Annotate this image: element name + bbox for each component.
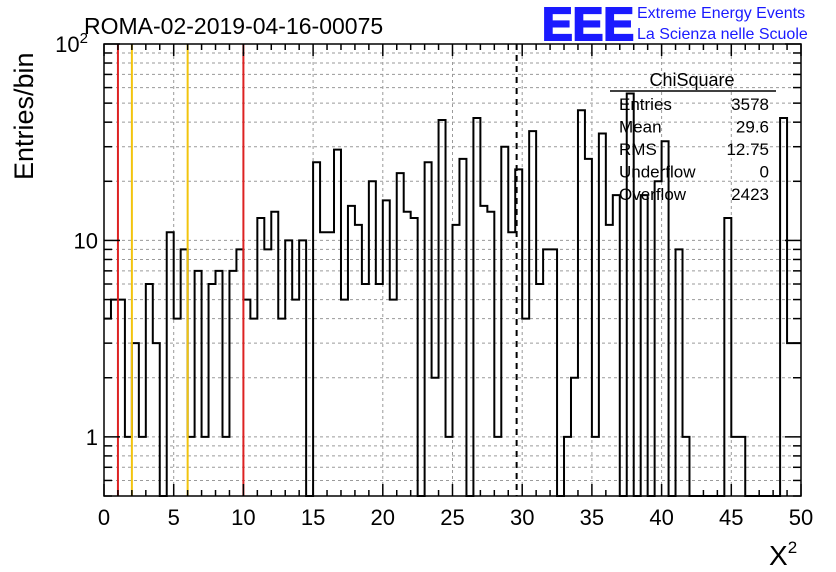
stats-title: ChiSquare bbox=[649, 70, 734, 90]
stats-value: 2423 bbox=[731, 185, 769, 204]
stats-value: 29.6 bbox=[736, 118, 769, 137]
logo-line-1: Extreme Energy Events bbox=[637, 5, 805, 22]
x-tick-label: 0 bbox=[98, 505, 110, 530]
x-tick-label: 20 bbox=[371, 505, 395, 530]
y-tick-label: 1 bbox=[86, 425, 98, 450]
x-tick-label: 40 bbox=[649, 505, 673, 530]
stats-label: Mean bbox=[619, 118, 662, 137]
reference-lines bbox=[116, 44, 518, 496]
chart-title: ROMA-02-2019-04-16-00075 bbox=[84, 13, 383, 39]
stats-label: Entries bbox=[619, 95, 672, 114]
stats-label: Overflow bbox=[619, 185, 687, 204]
stats-label: RMS bbox=[619, 140, 657, 159]
stats-value: 3578 bbox=[731, 95, 769, 114]
x-tick-label: 35 bbox=[580, 505, 604, 530]
eee-logo: EEE bbox=[542, 0, 634, 50]
axis-ticks bbox=[103, 43, 802, 497]
x-tick-label: 15 bbox=[301, 505, 325, 530]
x-tick-label: 25 bbox=[440, 505, 464, 530]
y-tick-label: 102 bbox=[55, 30, 88, 57]
stats-value: 12.75 bbox=[726, 140, 769, 159]
histogram-series bbox=[104, 92, 801, 497]
x-tick-label: 50 bbox=[789, 505, 813, 530]
x-tick-label: 10 bbox=[231, 505, 255, 530]
logo-line-2: La Scienza nelle Scuole bbox=[637, 26, 808, 43]
stats-box: ChiSquare Entries 3578 Mean 29.6 RMS 12.75 Und… bbox=[610, 70, 776, 204]
y-tick-label: 10 bbox=[74, 228, 98, 253]
stats-value: 0 bbox=[760, 163, 769, 182]
x-tick-label: 45 bbox=[719, 505, 743, 530]
stats-rows: Entries 3578 Mean 29.6 RMS 12.75 Underflow 0 Ove… bbox=[619, 95, 769, 204]
y-axis-label: Entries/bin bbox=[9, 52, 39, 180]
tick-labels: 0 5 10 15 20 25 30 35 40 45 50 1 10 102 bbox=[55, 30, 813, 530]
x-axis-label: X2 bbox=[769, 538, 797, 571]
x-tick-label: 30 bbox=[510, 505, 534, 530]
x-tick-label: 5 bbox=[168, 505, 180, 530]
stats-label: Underflow bbox=[619, 163, 696, 182]
